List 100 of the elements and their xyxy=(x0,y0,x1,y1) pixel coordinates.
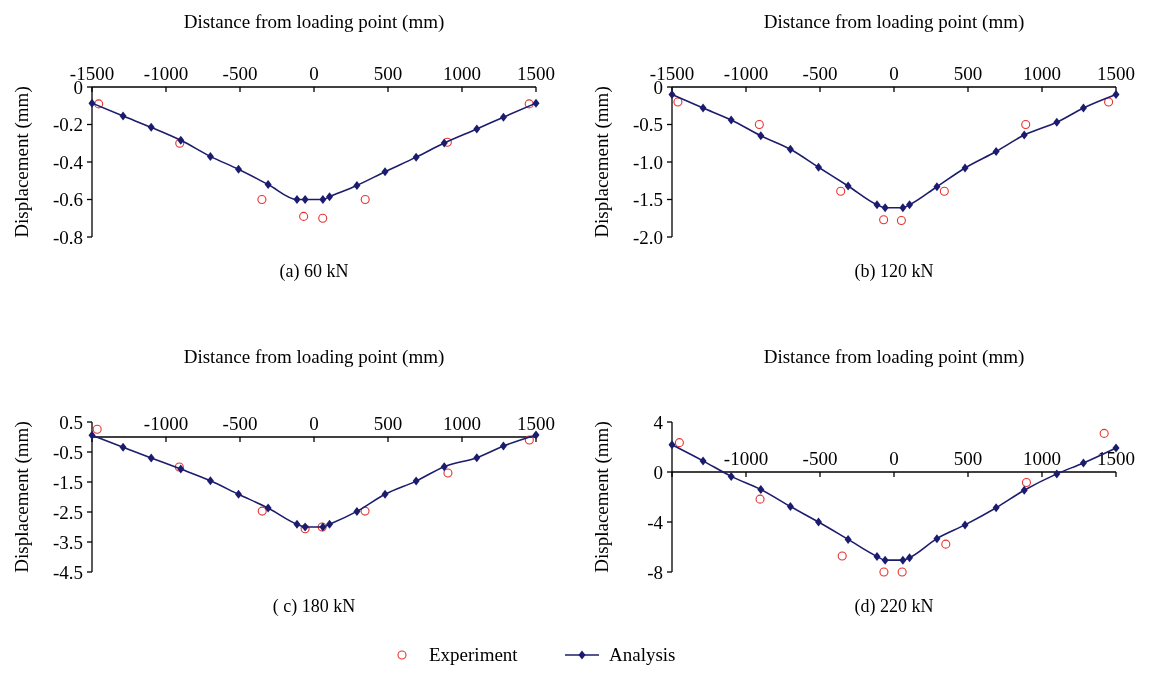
x-tick-label: 1500 xyxy=(517,413,555,434)
y-tick-label: -0.8 xyxy=(52,226,83,248)
point xyxy=(443,468,453,478)
y-tick-label: -2.0 xyxy=(632,226,663,248)
x-axis-title: Distance from loading point (mm) xyxy=(763,346,1025,368)
point xyxy=(786,144,794,154)
x-axis-title: Distance from loading point (mm) xyxy=(183,346,445,368)
point xyxy=(206,476,214,486)
x-tick-label: -1000 xyxy=(143,413,189,434)
x-tick-label: 0 xyxy=(309,63,319,84)
x-tick-label: 1000 xyxy=(443,413,481,434)
point xyxy=(499,441,507,451)
point xyxy=(257,194,267,205)
point xyxy=(92,424,102,434)
point xyxy=(257,506,267,516)
y-axis-title: Displacement (mm) xyxy=(11,86,33,238)
x-tick-label: 1000 xyxy=(1023,63,1061,84)
point xyxy=(727,115,735,125)
point xyxy=(293,195,301,204)
point xyxy=(1053,469,1061,479)
point xyxy=(264,180,272,189)
point xyxy=(786,502,794,511)
point xyxy=(1112,443,1120,453)
point xyxy=(353,180,361,190)
point xyxy=(119,442,127,452)
point xyxy=(933,182,941,192)
point xyxy=(381,489,389,499)
y-tick-label: -2.5 xyxy=(52,501,83,523)
x-tick-label: -500 xyxy=(222,413,258,434)
point xyxy=(837,551,847,561)
y-tick-label: -0.4 xyxy=(52,151,84,173)
point xyxy=(879,215,889,225)
y-tick-label: -0.5 xyxy=(632,114,663,136)
point xyxy=(353,506,361,516)
point xyxy=(440,138,448,148)
point xyxy=(674,438,684,448)
text: (a) 60 kN xyxy=(279,261,349,282)
y-tick-label: -1.0 xyxy=(632,151,663,173)
x-axis-title: Distance from loading point (mm) xyxy=(183,11,445,33)
y-tick-label: -0.6 xyxy=(52,189,83,211)
y-tick-label: -0.2 xyxy=(52,114,83,136)
y-tick-label: -4.5 xyxy=(52,561,83,583)
point xyxy=(473,124,481,134)
y-axis-title: Displacement (mm) xyxy=(591,86,613,238)
point xyxy=(147,453,155,463)
point xyxy=(754,119,764,130)
y-tick-label: -0.5 xyxy=(52,441,83,463)
x-tick-label: -500 xyxy=(222,63,258,84)
point xyxy=(532,98,540,108)
point xyxy=(301,195,309,204)
x-tick-label: -1000 xyxy=(143,63,189,84)
point xyxy=(147,122,155,132)
point xyxy=(360,506,370,516)
point xyxy=(673,97,683,107)
point xyxy=(326,192,334,202)
point xyxy=(668,440,676,450)
point xyxy=(941,539,951,549)
x-tick-label: -1000 xyxy=(723,448,769,469)
x-tick-label: -500 xyxy=(802,448,838,469)
text: ( c) 180 kN xyxy=(272,596,356,617)
x-tick-label: 1500 xyxy=(1097,63,1135,84)
point xyxy=(235,489,243,499)
point xyxy=(1079,458,1087,468)
y-axis-title: Displacement (mm) xyxy=(591,421,613,573)
x-axis-title: Distance from loading point (mm) xyxy=(763,11,1025,33)
point xyxy=(815,162,823,172)
x-tick-label: 0 xyxy=(889,63,899,84)
point xyxy=(1021,477,1032,488)
point xyxy=(881,555,889,565)
y-tick-label: 4 xyxy=(653,411,664,433)
x-tick-label: 0 xyxy=(889,448,899,469)
point xyxy=(896,215,906,226)
point xyxy=(1104,97,1114,107)
point xyxy=(412,476,420,486)
point xyxy=(524,99,534,109)
point xyxy=(1020,130,1028,140)
text: (d) 220 kN xyxy=(854,596,934,617)
point xyxy=(899,555,907,565)
point xyxy=(906,200,914,210)
point xyxy=(326,519,334,529)
point xyxy=(1021,119,1031,130)
x-tick-label: 0 xyxy=(309,413,319,434)
point xyxy=(873,551,881,561)
point xyxy=(442,137,452,147)
text: (b) 120 kN xyxy=(854,261,934,282)
point xyxy=(873,200,881,210)
point xyxy=(1053,117,1061,127)
point xyxy=(961,163,969,173)
point xyxy=(836,186,846,196)
point xyxy=(206,151,214,161)
point xyxy=(815,517,823,527)
point xyxy=(844,181,852,191)
point xyxy=(879,567,889,577)
point xyxy=(755,494,765,504)
point xyxy=(235,164,243,174)
point xyxy=(318,213,328,223)
x-tick-label: 1500 xyxy=(517,63,555,84)
point xyxy=(897,567,907,577)
point xyxy=(757,485,765,494)
y-tick-label: -3.5 xyxy=(52,531,83,553)
